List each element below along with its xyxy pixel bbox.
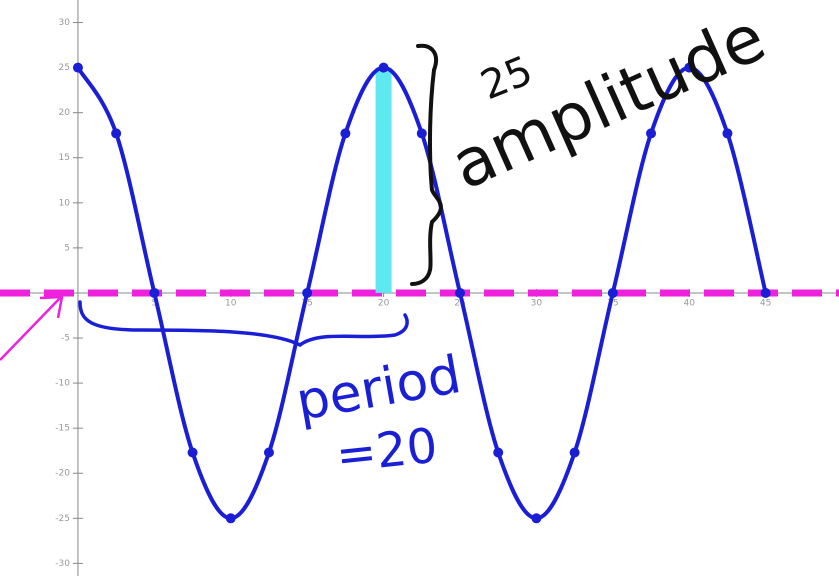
y-tick-label: -5 [61, 334, 70, 344]
y-tick-label: 10 [58, 198, 70, 208]
y-tick-label: 5 [64, 243, 70, 253]
y-tick-label: 30 [58, 18, 70, 28]
point [531, 513, 542, 524]
point [569, 447, 580, 458]
period-label: period [292, 345, 466, 433]
x-tick-label: 25 [454, 298, 465, 308]
x-tick-label: 20 [378, 298, 390, 308]
period-value: =20 [333, 418, 440, 484]
point [263, 447, 274, 458]
point [493, 447, 504, 458]
point [684, 62, 695, 73]
y-tick-label: -30 [55, 559, 70, 569]
y-tick-label: -20 [55, 469, 70, 479]
point [225, 513, 236, 524]
period-brace [78, 300, 409, 348]
point [607, 287, 618, 298]
point [340, 128, 351, 139]
amplitude-bar [375, 67, 392, 293]
point [378, 62, 389, 73]
point [187, 447, 198, 458]
y-tick-label: -15 [55, 424, 70, 434]
point [646, 128, 657, 139]
point [72, 62, 83, 73]
point [416, 128, 427, 139]
y-tick-label: 20 [58, 108, 70, 118]
x-tick-label: 10 [225, 298, 237, 308]
point [302, 287, 313, 298]
brace [410, 43, 443, 286]
point [454, 287, 465, 298]
decoration [0, 43, 443, 361]
point [722, 128, 733, 139]
x-tick-label: 15 [301, 298, 312, 308]
y-tick-label: -10 [55, 379, 70, 389]
arrow [0, 295, 64, 361]
point [760, 287, 771, 298]
point [111, 128, 122, 139]
x-tick-label: 45 [760, 298, 771, 308]
y-tick-label: 25 [58, 63, 69, 73]
y-tick-label: 15 [58, 153, 69, 163]
x-tick-label: 5 [151, 298, 157, 308]
y-tick-label: -25 [55, 514, 70, 524]
x-tick-label: 30 [531, 298, 543, 308]
x-tick-label: 35 [607, 298, 618, 308]
point [149, 287, 160, 298]
x-tick-label: 40 [684, 298, 696, 308]
